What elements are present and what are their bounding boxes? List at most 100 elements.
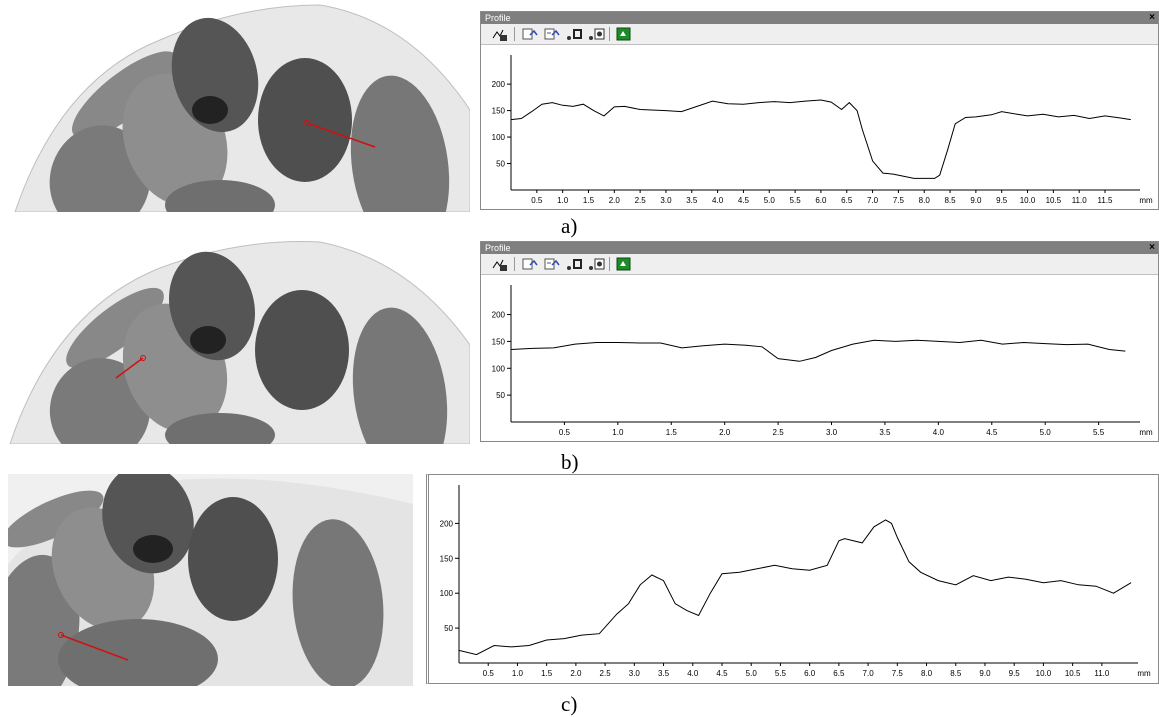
display-line-icon[interactable] (587, 26, 605, 42)
x-tick-label: 11.0 (1072, 196, 1088, 205)
x-tick-label: 7.0 (867, 196, 879, 205)
x-tick-label: 7.0 (863, 669, 875, 678)
x-tick-label: 6.5 (833, 669, 845, 678)
y-tick-label: 200 (492, 311, 506, 320)
x-tick-label: 9.0 (979, 669, 991, 678)
export-icon[interactable] (615, 26, 633, 42)
display-points-icon[interactable] (565, 26, 583, 42)
x-tick-label: 3.5 (658, 669, 670, 678)
x-tick-label: 2.5 (600, 669, 612, 678)
x-tick-label: 8.0 (919, 196, 931, 205)
x-axis-unit: mm (1139, 196, 1153, 205)
x-tick-label: 1.5 (583, 196, 595, 205)
profile-chart-c: 50 100 150 200 0.5 1.0 1.5 2.0 2.5 3.0 3.5 4.0 4.5 5.… (440, 485, 1151, 678)
x-tick-label: 9.5 (996, 196, 1008, 205)
y-tick-label: 50 (444, 624, 453, 633)
x-tick-label: 4.5 (986, 428, 998, 437)
profile-save-icon[interactable] (491, 26, 509, 42)
close-button[interactable]: × (1149, 242, 1155, 253)
x-tick-label: 5.5 (775, 669, 787, 678)
row-c: 50 100 150 200 0.5 1.0 1.5 2.0 2.5 3.0 3.5 4.0 4.5 5.… (0, 474, 1159, 716)
x-tick-label: 5.0 (746, 669, 758, 678)
copy-graph-icon[interactable] (521, 26, 539, 42)
x-tick-label: 6.0 (815, 196, 827, 205)
x-tick-label: 2.0 (609, 196, 621, 205)
export-icon[interactable] (615, 256, 633, 272)
x-tick-label: 4.5 (716, 669, 728, 678)
copy-data-icon[interactable] (543, 26, 561, 42)
x-tick-label: 1.0 (512, 669, 524, 678)
x-tick-label: 10.5 (1046, 196, 1062, 205)
x-tick-label: 6.5 (841, 196, 853, 205)
x-tick-label: 11.0 (1094, 669, 1110, 678)
x-tick-label: 9.5 (1009, 669, 1021, 678)
x-tick-label: 3.0 (629, 669, 641, 678)
panel-title-text: Profile (485, 243, 511, 253)
row-b: Profile × 50 100 150 200 0. (0, 240, 1159, 480)
x-tick-label: 4.0 (687, 669, 699, 678)
x-tick-label: 5.0 (764, 196, 776, 205)
x-tick-label: 8.5 (950, 669, 962, 678)
ct-image-c (8, 474, 413, 686)
y-tick-label: 200 (492, 80, 506, 89)
x-tick-label: 2.5 (635, 196, 647, 205)
copy-graph-icon[interactable] (521, 256, 539, 272)
x-tick-label: 11.5 (1098, 196, 1114, 205)
x-tick-label: 1.5 (541, 669, 553, 678)
ct-image-b (0, 240, 470, 444)
x-tick-label: 1.0 (612, 428, 624, 437)
x-tick-label: 1.5 (666, 428, 678, 437)
copy-data-icon[interactable] (543, 256, 561, 272)
panel-title-text: Profile (485, 13, 511, 23)
x-tick-label: 5.0 (1040, 428, 1052, 437)
display-points-icon[interactable] (565, 256, 583, 272)
x-tick-label: 7.5 (892, 669, 904, 678)
y-tick-label: 100 (492, 133, 506, 142)
x-tick-label: 10.0 (1036, 669, 1052, 678)
panel-title: Profile × (481, 12, 1158, 24)
x-tick-label: 3.5 (686, 196, 698, 205)
profile-chart-a: 50 100 150 200 0.5 1.0 1.5 2.0 2.5 3.0 3.5 4.0 4.5 5.… (492, 55, 1153, 205)
y-tick-label: 100 (440, 589, 454, 598)
toolbar-separator (514, 257, 515, 271)
x-tick-label: 10.5 (1065, 669, 1081, 678)
panel-title: Profile × (481, 242, 1158, 254)
toolbar-separator (514, 27, 515, 41)
profile-series-line (510, 99, 1131, 179)
profile-toolbar (481, 254, 1158, 275)
x-tick-label: 0.5 (531, 196, 543, 205)
x-axis-unit: mm (1139, 428, 1153, 437)
display-line-icon[interactable] (587, 256, 605, 272)
close-button[interactable]: × (1149, 12, 1155, 23)
profile-panel-a: Profile × 50 100 150 200 0. (480, 11, 1159, 210)
y-tick-label: 200 (440, 519, 454, 528)
x-tick-label: 10.0 (1020, 196, 1036, 205)
x-tick-label: 9.0 (970, 196, 982, 205)
caption-b: b) (561, 450, 579, 474)
ct-image-a (0, 0, 470, 212)
toolbar-separator (609, 257, 610, 271)
row-a: Profile × 50 100 150 200 0. (0, 0, 1159, 240)
toolbar-separator (609, 27, 610, 41)
profile-toolbar (481, 24, 1158, 45)
x-tick-label: 7.5 (893, 196, 905, 205)
profile-panel-b: Profile × 50 100 150 200 0. (480, 241, 1159, 442)
x-tick-label: 0.5 (483, 669, 495, 678)
profile-panel-c: 50 100 150 200 0.5 1.0 1.5 2.0 2.5 3.0 3.5 4.0 4.5 5.… (426, 474, 1159, 684)
profile-save-icon[interactable] (491, 256, 509, 272)
profile-chart-b: 50 100 150 200 0.5 1.0 1.5 2.0 2.5 3.0 3.5 4.0 4.5 5.… (492, 285, 1153, 437)
caption-c: c) (561, 692, 578, 716)
y-tick-label: 50 (496, 391, 505, 400)
x-tick-label: 2.0 (570, 669, 582, 678)
x-tick-label: 3.0 (660, 196, 672, 205)
caption-a: a) (561, 214, 578, 238)
x-tick-label: 0.5 (559, 428, 571, 437)
x-tick-label: 2.5 (773, 428, 785, 437)
x-tick-label: 3.0 (826, 428, 838, 437)
x-tick-label: 8.5 (944, 196, 956, 205)
y-tick-label: 150 (492, 337, 506, 346)
y-tick-label: 50 (496, 160, 505, 169)
profile-series-line (458, 519, 1132, 656)
y-tick-label: 150 (492, 107, 506, 116)
x-tick-label: 6.0 (804, 669, 816, 678)
